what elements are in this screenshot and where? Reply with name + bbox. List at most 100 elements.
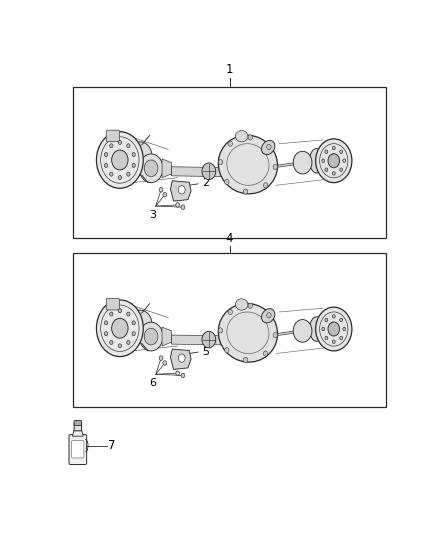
Circle shape (127, 341, 130, 344)
Circle shape (110, 312, 113, 316)
Polygon shape (162, 159, 171, 177)
Circle shape (132, 152, 135, 157)
Circle shape (176, 371, 180, 375)
Ellipse shape (310, 317, 324, 341)
Circle shape (325, 150, 328, 154)
Bar (74, 86, 386, 238)
Circle shape (293, 320, 312, 342)
Circle shape (325, 336, 328, 340)
Circle shape (132, 321, 135, 325)
Circle shape (110, 341, 113, 344)
Circle shape (139, 322, 163, 351)
Circle shape (343, 159, 346, 163)
Circle shape (127, 172, 130, 176)
Circle shape (343, 327, 346, 331)
Circle shape (228, 309, 233, 314)
Ellipse shape (218, 303, 278, 362)
Circle shape (118, 309, 121, 313)
Circle shape (144, 160, 158, 176)
Circle shape (267, 313, 271, 318)
Circle shape (139, 154, 163, 183)
Circle shape (340, 168, 343, 172)
Circle shape (340, 318, 343, 322)
Circle shape (128, 142, 152, 171)
Ellipse shape (218, 135, 278, 194)
Polygon shape (171, 335, 223, 345)
Text: 6: 6 (149, 378, 156, 388)
Circle shape (273, 164, 277, 169)
Circle shape (332, 172, 335, 175)
Circle shape (267, 144, 271, 150)
Ellipse shape (310, 149, 324, 173)
Bar (74, 253, 386, 407)
FancyBboxPatch shape (74, 421, 81, 425)
Circle shape (248, 135, 252, 140)
Circle shape (263, 183, 268, 188)
Circle shape (132, 332, 135, 336)
Circle shape (104, 152, 108, 157)
Circle shape (244, 357, 247, 362)
Circle shape (332, 314, 335, 318)
Polygon shape (162, 327, 171, 346)
Polygon shape (170, 181, 191, 201)
Circle shape (244, 189, 247, 194)
Text: 4: 4 (226, 232, 233, 245)
FancyBboxPatch shape (69, 434, 87, 465)
Circle shape (176, 203, 180, 207)
Circle shape (128, 310, 152, 339)
Circle shape (322, 159, 325, 163)
Circle shape (340, 336, 343, 340)
Circle shape (181, 205, 185, 209)
Circle shape (263, 351, 268, 356)
Circle shape (218, 159, 223, 165)
Circle shape (248, 303, 252, 308)
Circle shape (218, 328, 223, 333)
FancyBboxPatch shape (72, 441, 84, 458)
Circle shape (118, 140, 121, 144)
Polygon shape (170, 349, 191, 369)
Circle shape (163, 361, 167, 365)
Circle shape (112, 318, 128, 338)
Circle shape (104, 164, 108, 167)
Circle shape (127, 312, 130, 316)
Circle shape (340, 150, 343, 154)
Polygon shape (171, 167, 223, 176)
FancyBboxPatch shape (106, 130, 120, 142)
Circle shape (225, 348, 229, 353)
Text: 1: 1 (226, 63, 233, 76)
Circle shape (325, 168, 328, 172)
Circle shape (104, 321, 108, 325)
FancyBboxPatch shape (74, 423, 81, 431)
Text: 7: 7 (108, 439, 116, 452)
Circle shape (96, 300, 143, 357)
Ellipse shape (235, 299, 248, 310)
Circle shape (332, 146, 335, 150)
Circle shape (110, 172, 113, 176)
Circle shape (118, 175, 121, 180)
Circle shape (202, 163, 216, 180)
Circle shape (144, 328, 158, 345)
Ellipse shape (235, 131, 248, 142)
Circle shape (293, 151, 312, 174)
Circle shape (322, 327, 325, 331)
Circle shape (178, 354, 185, 362)
Text: 2: 2 (202, 179, 209, 188)
Circle shape (132, 164, 135, 167)
Circle shape (159, 356, 163, 360)
FancyBboxPatch shape (106, 298, 120, 310)
Circle shape (181, 373, 185, 378)
Polygon shape (72, 430, 83, 436)
Circle shape (332, 340, 335, 343)
Circle shape (118, 344, 121, 348)
Circle shape (225, 179, 229, 184)
Circle shape (96, 132, 143, 188)
Circle shape (328, 154, 339, 168)
Ellipse shape (261, 140, 275, 155)
Circle shape (325, 318, 328, 322)
Circle shape (273, 333, 277, 338)
Circle shape (110, 144, 113, 148)
Circle shape (316, 307, 352, 351)
Circle shape (178, 185, 185, 194)
Circle shape (163, 192, 167, 197)
Circle shape (316, 139, 352, 183)
